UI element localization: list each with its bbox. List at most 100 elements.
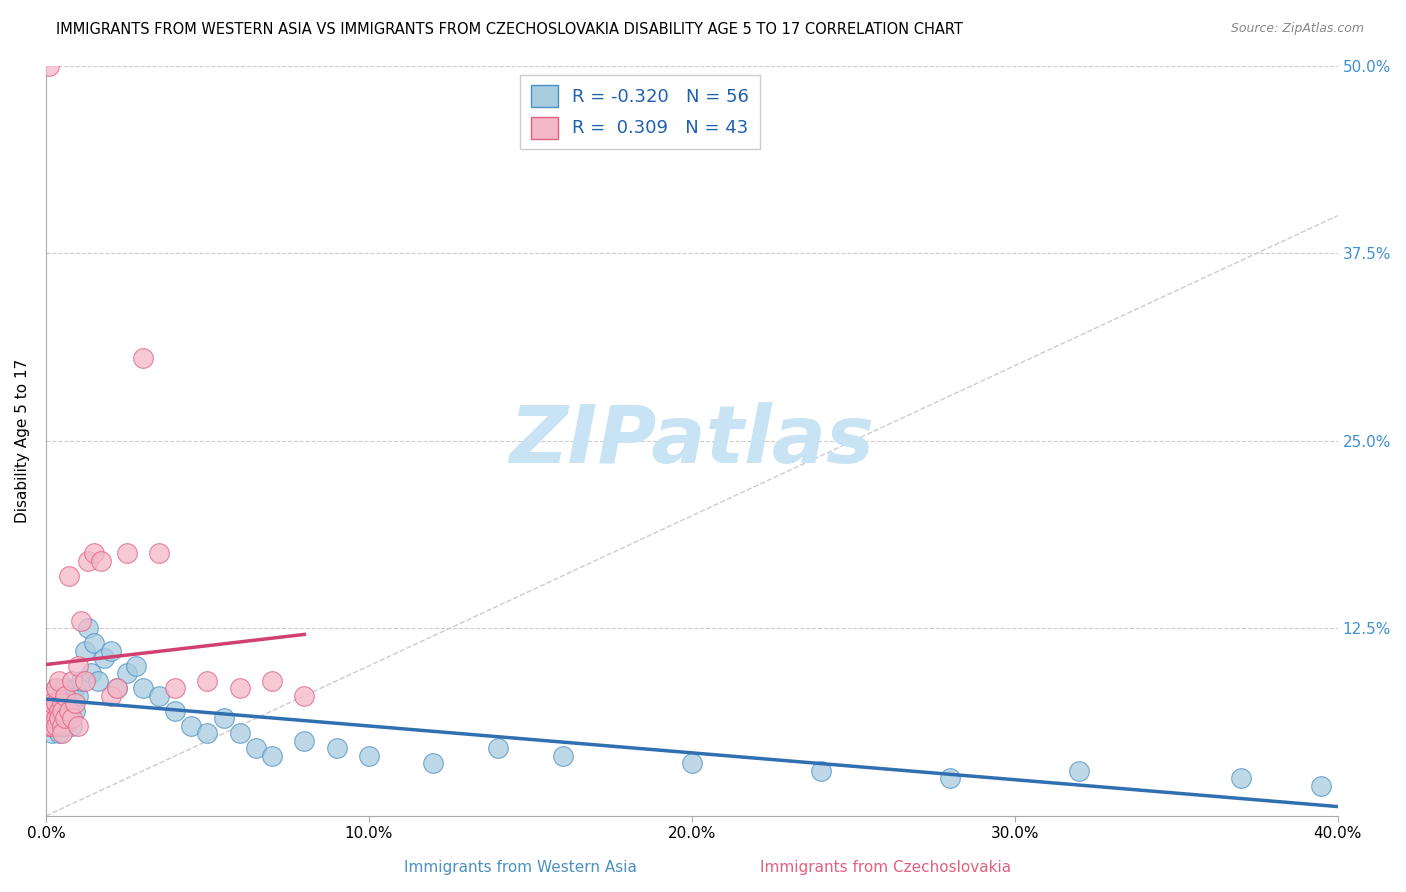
Point: [212, 711, 235, 725]
Point: [41, 689, 63, 703]
Point: [45, 719, 67, 733]
Point: [58, 704, 80, 718]
Point: [53, 697, 76, 711]
Point: [228, 726, 250, 740]
Point: [53, 681, 76, 696]
Point: [51, 704, 73, 718]
Point: [58, 704, 80, 718]
Point: [292, 689, 315, 703]
Point: [67, 689, 90, 703]
Point: [38, 697, 60, 711]
Point: [51, 719, 73, 733]
Point: [48, 673, 70, 688]
Point: [58, 569, 80, 583]
Point: [100, 644, 122, 658]
Point: [551, 748, 574, 763]
Point: [67, 658, 90, 673]
Point: [260, 673, 283, 688]
Point: [70, 673, 93, 688]
Point: [41, 711, 63, 725]
Point: [38, 59, 60, 73]
Point: [48, 726, 70, 740]
Point: [73, 673, 96, 688]
Point: [48, 704, 70, 718]
Point: [38, 719, 60, 733]
Point: [41, 697, 63, 711]
Point: [1229, 772, 1251, 786]
Point: [51, 689, 73, 703]
Point: [197, 673, 219, 688]
Point: [53, 719, 76, 733]
Point: [115, 546, 138, 560]
Text: Immigrants from Czechoslovakia: Immigrants from Czechoslovakia: [761, 861, 1011, 875]
Point: [53, 689, 76, 703]
Point: [245, 741, 267, 756]
Point: [60, 697, 83, 711]
Point: [939, 772, 962, 786]
Point: [51, 726, 73, 740]
Point: [45, 711, 67, 725]
Point: [100, 689, 122, 703]
Point: [180, 719, 202, 733]
Point: [51, 697, 73, 711]
Text: IMMIGRANTS FROM WESTERN ASIA VS IMMIGRANTS FROM CZECHOSLOVAKIA DISABILITY AGE 5 : IMMIGRANTS FROM WESTERN ASIA VS IMMIGRAN…: [56, 22, 963, 37]
Point: [53, 711, 76, 725]
Point: [41, 689, 63, 703]
Legend: R = -0.320   N = 56, R =  0.309   N = 43: R = -0.320 N = 56, R = 0.309 N = 43: [520, 75, 761, 149]
Point: [228, 681, 250, 696]
Point: [148, 546, 170, 560]
Point: [60, 711, 83, 725]
Point: [77, 621, 100, 635]
Y-axis label: Disability Age 5 to 17: Disability Age 5 to 17: [15, 359, 30, 523]
Text: Source: ZipAtlas.com: Source: ZipAtlas.com: [1230, 22, 1364, 36]
Point: [80, 666, 103, 681]
Point: [38, 719, 60, 733]
Point: [41, 711, 63, 725]
Point: [63, 681, 86, 696]
Point: [70, 614, 93, 628]
Point: [45, 697, 67, 711]
Point: [38, 704, 60, 718]
Point: [45, 719, 67, 733]
Point: [1310, 779, 1333, 793]
Point: [1069, 764, 1091, 778]
Point: [83, 636, 105, 650]
Point: [422, 756, 444, 771]
Text: Immigrants from Western Asia: Immigrants from Western Asia: [404, 861, 637, 875]
Point: [325, 741, 347, 756]
Point: [681, 756, 703, 771]
Point: [132, 351, 155, 366]
Point: [115, 666, 138, 681]
Point: [73, 644, 96, 658]
Point: [810, 764, 832, 778]
Point: [51, 704, 73, 718]
Point: [41, 719, 63, 733]
Point: [38, 711, 60, 725]
Point: [83, 546, 105, 560]
Point: [45, 704, 67, 718]
Point: [45, 681, 67, 696]
Point: [45, 681, 67, 696]
Point: [48, 711, 70, 725]
Point: [90, 554, 112, 568]
Point: [58, 711, 80, 725]
Point: [165, 704, 187, 718]
Point: [51, 719, 73, 733]
Point: [77, 554, 100, 568]
Point: [486, 741, 509, 756]
Point: [63, 704, 86, 718]
Point: [63, 697, 86, 711]
Point: [125, 658, 148, 673]
Point: [357, 748, 380, 763]
Point: [41, 726, 63, 740]
Point: [60, 719, 83, 733]
Point: [292, 734, 315, 748]
Point: [148, 689, 170, 703]
Point: [93, 651, 115, 665]
Point: [67, 719, 90, 733]
Point: [60, 673, 83, 688]
Point: [260, 748, 283, 763]
Point: [48, 711, 70, 725]
Point: [197, 726, 219, 740]
Point: [132, 681, 155, 696]
